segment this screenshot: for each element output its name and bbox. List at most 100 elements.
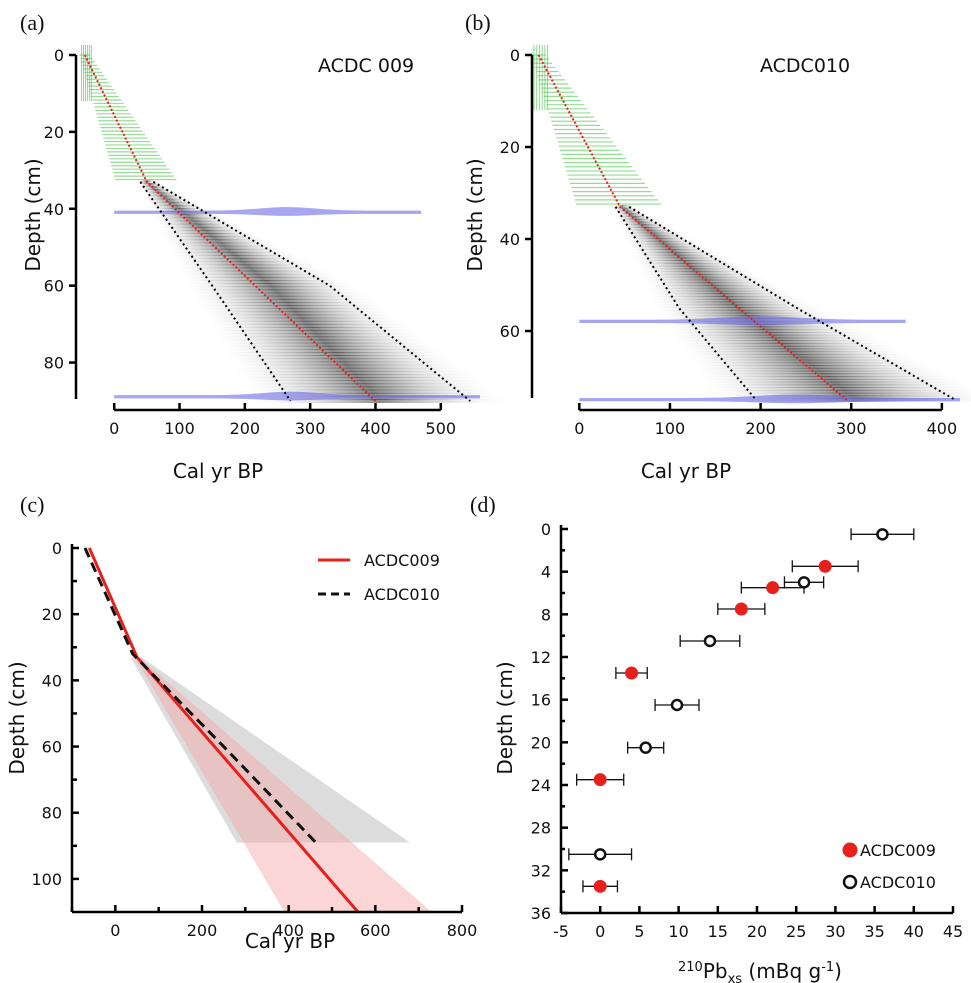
age-model-cloud-strip bbox=[218, 348, 448, 353]
legend-marker-acdc009 bbox=[842, 842, 858, 858]
panel-b-x-axis-title: Cal yr BP bbox=[641, 459, 731, 483]
x-title-element: Pb bbox=[703, 959, 728, 983]
x-tick-label: 400 bbox=[927, 419, 958, 438]
age-model-cloud-strip bbox=[167, 248, 292, 253]
age-model-cloud-strip bbox=[685, 365, 941, 369]
age-model-cloud-strip bbox=[237, 383, 494, 388]
age-model-cloud-strip bbox=[149, 208, 212, 213]
age-model-cloud-strip bbox=[141, 189, 175, 194]
age-model-cloud-strip bbox=[226, 364, 469, 369]
age-model-cloud-strip bbox=[171, 258, 310, 263]
age-model-cloud-strip bbox=[197, 311, 397, 316]
age-model-cloud-strip bbox=[161, 236, 267, 241]
age-model-cloud-strip bbox=[235, 380, 490, 385]
x-tick-label: 100 bbox=[164, 419, 195, 438]
y-tick-label: 60 bbox=[44, 277, 64, 296]
acdc010-data-point bbox=[670, 698, 684, 712]
age-model-cloud-strip bbox=[177, 270, 334, 275]
age-model-cloud-strip bbox=[673, 345, 904, 350]
x-tick-label: 600 bbox=[360, 921, 391, 940]
age-model-cloud-strip bbox=[221, 355, 456, 360]
age-model-cloud-strip bbox=[187, 292, 372, 297]
y-tick-label: 0 bbox=[52, 539, 62, 558]
y-tick-label: 0 bbox=[54, 46, 64, 65]
x-tick-label: 35 bbox=[864, 922, 884, 941]
age-model-cloud-strip bbox=[201, 317, 406, 322]
acdc010-median-line bbox=[83, 547, 321, 847]
x-title-subscript: xs bbox=[728, 972, 743, 983]
age-model-cloud-strip bbox=[156, 223, 243, 228]
age-model-cloud-strip bbox=[680, 356, 925, 361]
age-model-cloud-strip bbox=[172, 261, 316, 266]
age-model-cloud-strip bbox=[142, 192, 182, 197]
x-tick-label: 200 bbox=[745, 419, 776, 438]
panel-c-legend: ACDC009 ACDC010 bbox=[318, 551, 440, 604]
age-model-cloud-strip bbox=[181, 280, 353, 285]
upper-95-bound bbox=[152, 181, 471, 402]
y-tick-label: 20 bbox=[42, 605, 62, 624]
age-model-cloud-strip bbox=[232, 373, 482, 378]
acdc010-data-point bbox=[703, 634, 717, 648]
age-model-cloud-strip bbox=[633, 262, 744, 267]
age-model-cloud-strip bbox=[211, 336, 431, 341]
age-model-cloud-strip bbox=[689, 370, 952, 375]
acdc009-data-point bbox=[766, 581, 780, 595]
acdc009-data-point bbox=[734, 602, 748, 616]
age-model-cloud-strip bbox=[178, 273, 340, 278]
acdc010-uncertainty-band bbox=[130, 657, 410, 843]
age-model-cloud-strip bbox=[612, 205, 633, 209]
panel-c-x-axis-title: Cal yr BP bbox=[245, 929, 335, 953]
x-title-exponent: -1 bbox=[821, 960, 834, 975]
x-title-close: ) bbox=[834, 959, 842, 983]
acdc010-data-point bbox=[797, 576, 811, 589]
age-model-cloud-strip bbox=[214, 342, 439, 347]
age-model-cloud-strip bbox=[148, 204, 206, 209]
panel-d-x-axis-title: 210Pbxs (mBq g-1) bbox=[678, 959, 842, 983]
panel-c-y-axis-title: Depth (cm) bbox=[5, 661, 29, 774]
age-model-cloud-strip bbox=[208, 330, 422, 335]
y-tick-label: 40 bbox=[44, 200, 64, 219]
acdc009-data-point bbox=[593, 879, 607, 893]
age-model-cloud-strip bbox=[618, 221, 665, 226]
age-model-cloud-strip bbox=[175, 267, 328, 272]
acdc009-data-point bbox=[625, 666, 639, 680]
age-model-cloud-strip bbox=[196, 308, 393, 313]
x-tick-label: 200 bbox=[187, 921, 218, 940]
y-tick-label: 20 bbox=[500, 138, 520, 157]
age-model-cloud-strip bbox=[670, 340, 893, 344]
x-tick-label: 0 bbox=[109, 419, 119, 438]
age-model-cloud-strip bbox=[209, 333, 427, 338]
age-model-cloud-strip bbox=[622, 232, 686, 237]
panel-a-x-axis-title: Cal yr BP bbox=[173, 459, 263, 483]
legend-label-d-acdc010: ACDC010 bbox=[860, 873, 936, 892]
age-model-cloud-strip bbox=[702, 392, 971, 397]
age-model-cloud-strip bbox=[204, 323, 414, 328]
age-model-cloud-strip bbox=[145, 198, 194, 203]
c14-date-distribution bbox=[114, 207, 422, 216]
age-model-cloud-strip bbox=[619, 224, 670, 228]
panel-a-plot: 0 20 40 60 80 0 100 200 300 400 500 bbox=[44, 45, 516, 438]
age-model-cloud-strip bbox=[638, 276, 770, 281]
age-model-cloud-strip bbox=[694, 378, 968, 383]
age-model-cloud-strip bbox=[614, 210, 644, 215]
age-model-cloud-strip bbox=[174, 264, 322, 269]
age-model-cloud-strip bbox=[230, 370, 478, 375]
age-model-cloud-strip bbox=[663, 329, 872, 333]
age-model-cloud-strip bbox=[245, 399, 516, 403]
x-tick-label: 15 bbox=[708, 922, 728, 941]
age-model-cloud-strip bbox=[139, 186, 169, 191]
age-model-cloud-strip bbox=[138, 183, 163, 187]
age-model-cloud-strip bbox=[216, 345, 444, 350]
y-tick-label: 32 bbox=[531, 861, 551, 880]
age-model-cloud-strip bbox=[696, 381, 971, 386]
acdc010-data-point bbox=[876, 528, 889, 541]
acdc010-data-point bbox=[593, 848, 607, 861]
age-model-cloud-strip bbox=[223, 358, 461, 363]
panel-label-d: (d) bbox=[470, 492, 496, 517]
age-model-cloud-strip bbox=[675, 348, 909, 353]
panel-label-a: (a) bbox=[20, 10, 44, 35]
age-model-cloud-strip bbox=[233, 377, 486, 382]
age-model-cloud-strip bbox=[642, 287, 792, 292]
y-tick-label: 60 bbox=[42, 738, 62, 757]
